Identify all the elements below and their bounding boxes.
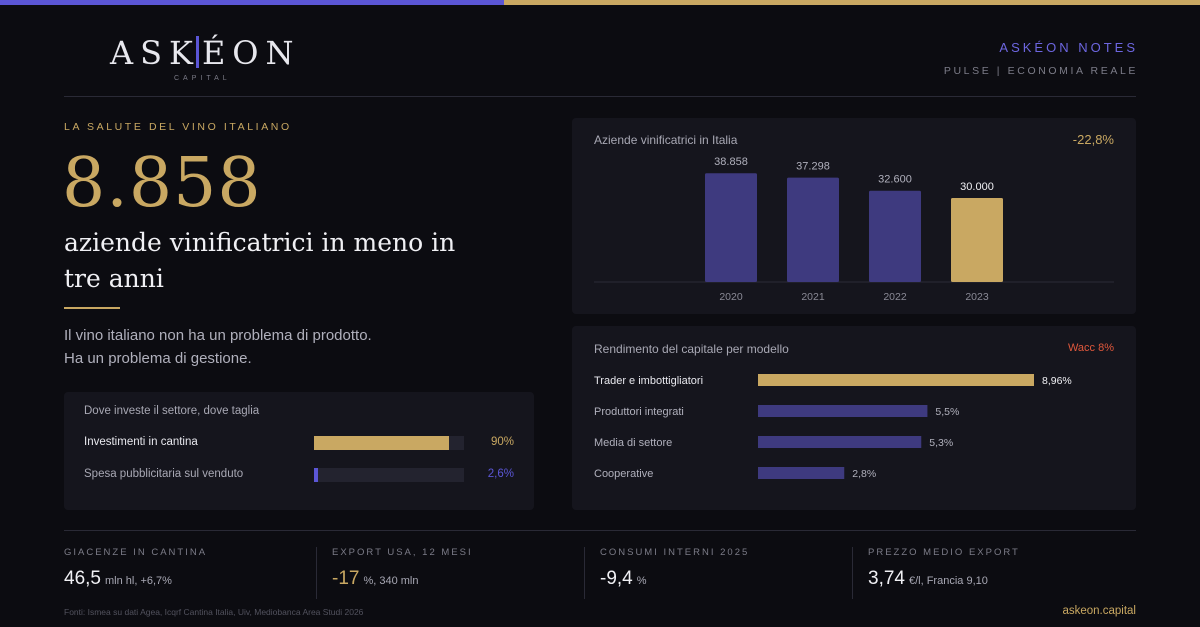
invest-row-value: 2,6% [487,468,514,480]
bar-category-label: 2020 [719,291,743,303]
bar-value-label: 37.298 [796,161,830,173]
bar-2020 [705,173,757,282]
invest-row-track [314,468,464,482]
kpi-divider [316,547,317,599]
roe-value-label: 2,8% [852,468,876,480]
kpi-unit: mln hl, +6,7% [104,575,172,587]
bar-value-label: 38.858 [714,156,748,168]
roe-hbar-chart: Trader e imbottigliatori 8,96% Produttori … [594,374,1072,480]
hero-headline: aziende vinificatrici in meno in tre ann… [64,228,456,293]
kpi-divider [584,547,585,599]
hero-eyebrow: LA SALUTE DEL VINO ITALIANO [64,121,292,133]
bar-category-label: 2021 [801,291,825,303]
askeon-logo: ASKÉON CAPITAL [110,34,310,86]
kpi-value: -17 [332,568,360,589]
hero-intro: Il vino italiano non ha un problema di p… [64,324,504,370]
sources-note: Fonti: Ismea su dati Agea, Icqrf Cantina… [64,607,364,617]
companies-chart-change: -22,8% [1072,132,1114,147]
kpi-value: -9,4 [600,568,633,589]
hero-rule [64,307,120,309]
roe-bar [758,374,1034,386]
roe-chart-title: Rendimento del capitale per modello [594,342,789,356]
invest-row-label: Investimenti in cantina [84,436,198,448]
site-link[interactable]: askeon.capital [1062,605,1136,617]
bar-category-label: 2022 [883,291,907,303]
top-accent-bar [0,0,1200,5]
roe-category-label: Media di settore [594,437,672,449]
roe-bar [758,467,845,479]
bar-value-label: 32.600 [878,174,912,186]
header-divider [64,96,1136,97]
kpi-label: CONSUMI INTERNI 2025 [600,547,750,558]
invest-row-track [314,436,464,450]
footer-divider [64,530,1136,531]
bar-2023 [951,198,1003,282]
brand-header: ASKÉON NOTES PULSE | ECONOMIA REALE [944,40,1138,77]
kpi-value: 46,5 [64,568,101,589]
invest-row-fill [314,436,449,450]
brand-title: ASKÉON NOTES [999,40,1138,55]
kpi-label: GIACENZE IN CANTINA [64,547,208,558]
kpi-unit: % [636,575,647,587]
kpi-unit: €/l, Francia 9,10 [908,575,988,587]
invest-card-title: Dove investe il settore, dove taglia [84,405,260,417]
logo-right: ÉON [201,34,301,72]
roe-category-label: Trader e imbottigliatori [594,375,703,387]
roe-value-label: 5,3% [929,437,953,449]
companies-chart-title: Aziende vinificatrici in Italia [594,133,738,147]
hero-intro-line-2: Ha un problema di gestione. [64,350,252,367]
roe-category-label: Cooperative [594,468,653,480]
hero-number: 8.858 [62,144,262,223]
kpi-export-usa: EXPORT USA, 12 MESI -17%, 340 mln [332,547,473,599]
logo-subtitle: CAPITAL [174,75,231,82]
kpi-label: PREZZO MEDIO EXPORT [868,547,1020,558]
roe-bar [758,436,922,448]
bar-value-label: 30.000 [960,181,994,193]
logo-divider [195,36,199,68]
bar-2021 [787,177,839,282]
kpi-value: 3,74 [868,568,905,589]
invest-row-fill [314,468,318,482]
kpi-export-price: PREZZO MEDIO EXPORT 3,74 €/l, Francia 9,1… [868,547,1020,599]
kpi-label: EXPORT USA, 12 MESI [332,547,473,558]
kpi-stocks: GIACENZE IN CANTINA 46,5 mln hl, +6,7% [64,547,207,599]
bar-category-label: 2023 [965,291,989,303]
roe-category-label: Produttori integrati [594,406,684,418]
kpi-domestic-consumption: CONSUMI INTERNI 2025 -9,4% [600,547,749,599]
invest-card: Dove investe il settore, dove taglia Inv… [64,392,534,510]
wacc-label: Wacc 8% [1067,342,1114,354]
top-accent-gold [504,0,1200,5]
companies-bar-chart: 38.858 2020 37.298 2021 32.600 2022 30.000 2023 [594,156,1114,303]
roe-chart-card: Rendimento del capitale per modello Wacc… [572,326,1136,510]
invest-row-label: Spesa pubblicitaria sul venduto [84,468,244,480]
logo-left: ASK [110,34,200,72]
invest-row-value: 90% [490,436,514,448]
roe-bar [758,405,928,417]
hero-intro-line-1: Il vino italiano non ha un problema di p… [64,327,372,344]
roe-value-label: 8,96% [1042,375,1072,387]
roe-value-label: 5,5% [935,406,959,418]
kpi-divider [852,547,853,599]
top-accent-indigo [0,0,504,5]
logo-wordmark: ASKÉON [110,34,310,72]
bar-2022 [869,190,921,282]
companies-chart-card: Aziende vinificatrici in Italia -22,8% 3… [572,118,1136,314]
brand-subtitle: PULSE | ECONOMIA REALE [943,65,1138,77]
kpi-unit: %, 340 mln [363,575,419,587]
